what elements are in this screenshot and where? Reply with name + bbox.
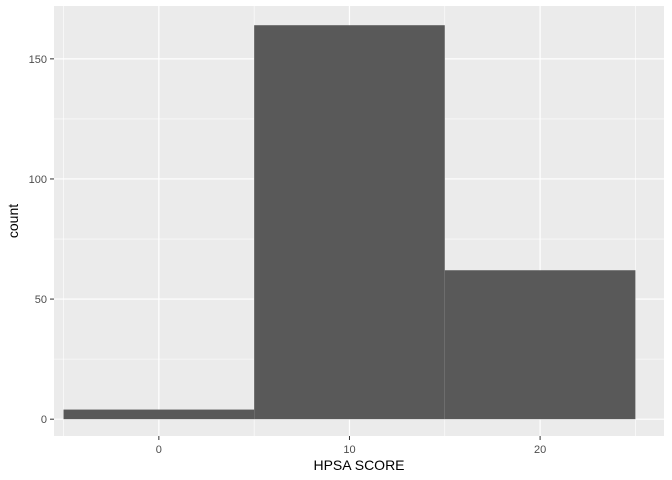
y-tick-label: 0: [41, 414, 47, 426]
x-tick-label: 0: [156, 444, 162, 456]
y-tick-label: 150: [29, 54, 47, 66]
histogram-bar: [254, 25, 445, 420]
histogram-bar: [444, 270, 636, 420]
y-tick-label: 50: [35, 294, 47, 306]
x-axis: 0 10 20: [156, 436, 546, 456]
histogram-bar: [63, 409, 255, 420]
x-tick-label: 20: [534, 444, 546, 456]
x-axis-title: HPSA SCORE: [313, 457, 404, 473]
y-axis-title: count: [5, 204, 21, 238]
histogram-bars: [63, 25, 636, 420]
x-tick-label: 10: [343, 444, 355, 456]
y-axis: 0 50 100 150: [29, 54, 54, 426]
y-tick-label: 100: [29, 174, 47, 186]
